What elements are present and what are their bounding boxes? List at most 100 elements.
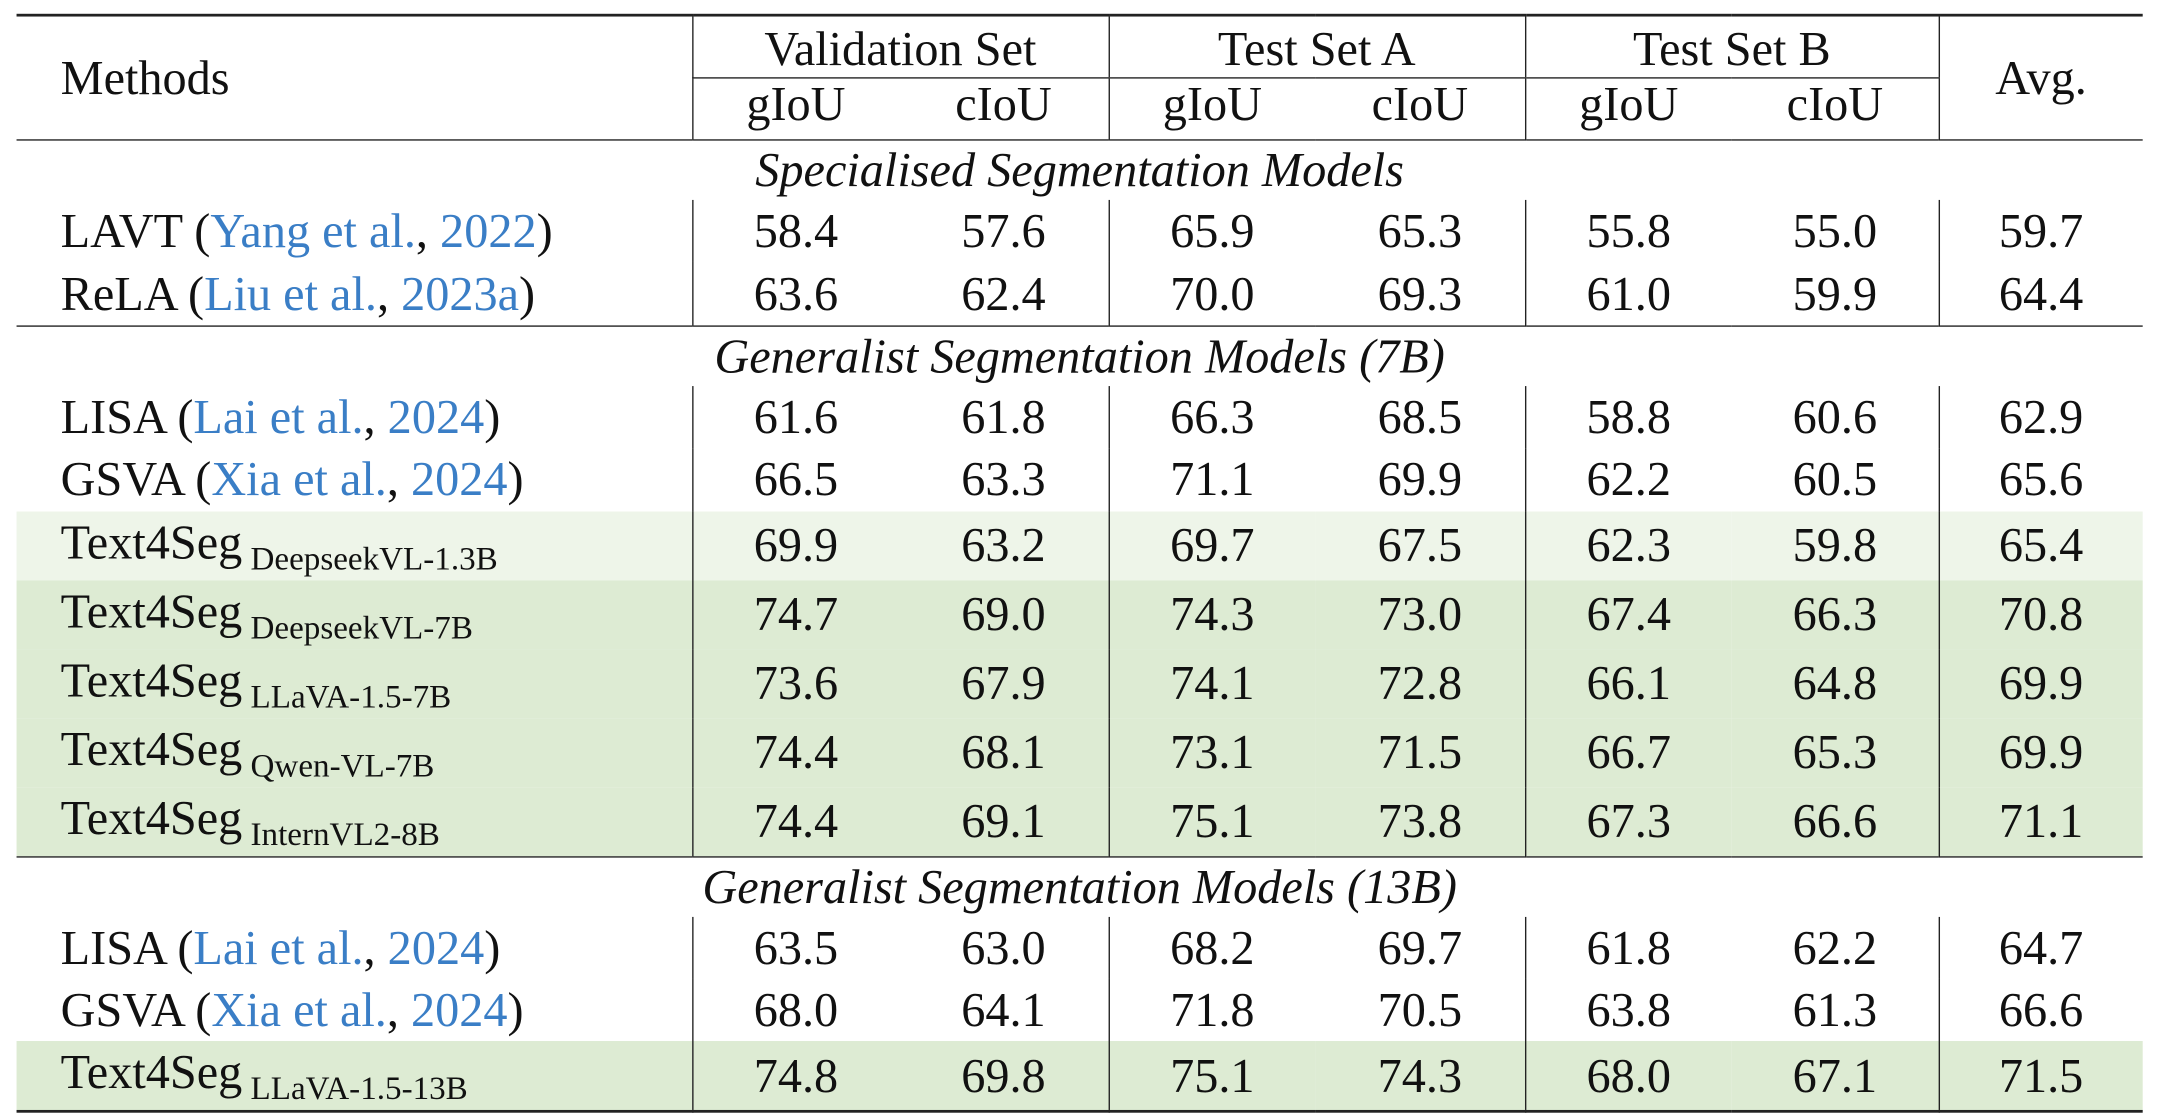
method-name: LAVT bbox=[60, 204, 183, 259]
metric-cell: 70.0 bbox=[1107, 262, 1316, 326]
metric-cell: 67.3 bbox=[1524, 786, 1732, 857]
citation-year-link[interactable]: 2024 bbox=[387, 390, 485, 444]
metric-cell: 59.9 bbox=[1792, 266, 1878, 321]
metric-cell: 70.5 bbox=[1377, 983, 1463, 1038]
method-cell: Text4Seg LLaVA-1.5-13B bbox=[16, 1041, 693, 1112]
avg-cell: 66.6 bbox=[1937, 978, 2143, 1042]
method-cell: Text4Seg InternVL2-8B bbox=[16, 786, 693, 857]
metric-cell: 74.4 bbox=[691, 786, 899, 857]
citation-paren: ) bbox=[484, 390, 501, 444]
metric-cell: 63.0 bbox=[961, 920, 1046, 975]
metric-cell: 71.8 bbox=[1107, 978, 1316, 1042]
metric-cell: 74.3 bbox=[1315, 1041, 1526, 1112]
citation-paren: ) bbox=[484, 920, 501, 975]
metric-cell: 69.7 bbox=[1377, 920, 1463, 975]
metric-cell: 65.9 bbox=[1107, 199, 1316, 263]
metric-cell: 69.7 bbox=[1107, 510, 1316, 580]
model-backbone-subscript: LLaVA-1.5-7B bbox=[250, 679, 452, 716]
citation-year-link[interactable]: 2022 bbox=[440, 204, 537, 259]
method-cell: Text4Seg Qwen-VL-7B bbox=[16, 717, 693, 787]
metric-header: cIoU bbox=[955, 77, 1052, 131]
metric-cell: 68.0 bbox=[691, 978, 899, 1042]
method-name: Text4Seg bbox=[60, 652, 243, 707]
citation-separator: , bbox=[386, 452, 411, 507]
metric-header: gIoU bbox=[691, 78, 899, 140]
metric-cell: 69.8 bbox=[898, 1041, 1109, 1112]
metric-cell: 61.8 bbox=[1524, 916, 1732, 979]
table-row: LISA (Lai et al., 2024) 63.5 63.0 68.2 69.7 6… bbox=[17, 916, 2143, 979]
metric-cell: 74.7 bbox=[691, 579, 899, 649]
method-name: ReLA bbox=[60, 266, 176, 321]
method-name: GSVA bbox=[60, 452, 184, 507]
metric-cell: 68.5 bbox=[1377, 390, 1463, 444]
metric-cell: 71.1 bbox=[1107, 448, 1316, 511]
table-row: Text4Seg DeepseekVL-7B 74.7 69.0 74.3 73.0 67.… bbox=[16, 579, 2143, 649]
table-row: Text4Seg LLaVA-1.5-7B 73.6 67.9 74.1 72.8 66.1… bbox=[16, 648, 2143, 718]
metric-cell: 67.9 bbox=[898, 648, 1109, 718]
table-row: GSVA (Xia et al., 2024) 68.0 64.1 71.8 70.5 6… bbox=[17, 978, 2143, 1042]
metric-cell: 65.3 bbox=[1731, 717, 1939, 787]
method-name: GSVA bbox=[60, 983, 184, 1038]
metric-cell: 67.1 bbox=[1731, 1041, 1939, 1112]
metric-cell: 66.7 bbox=[1524, 717, 1732, 787]
metric-cell: 63.5 bbox=[691, 916, 899, 979]
method-cell: Text4Seg DeepseekVL-7B bbox=[16, 579, 693, 649]
table-row: Text4Seg InternVL2-8B 74.4 69.1 75.1 73.8 67.3… bbox=[16, 786, 2143, 857]
citation-separator: , bbox=[415, 204, 441, 259]
test-set-a-header: Test Set A bbox=[1107, 13, 1526, 79]
section-header-row: Specialised Segmentation Models bbox=[16, 139, 2143, 200]
citation-author-link[interactable]: Liu et al. bbox=[204, 266, 377, 321]
citation-separator: , bbox=[376, 266, 402, 321]
metric-cell: 62.3 bbox=[1524, 510, 1732, 580]
table-row: Text4Seg DeepseekVL-1.3B 69.9 63.2 69.7 67.5 6… bbox=[16, 510, 2143, 580]
table-row: LAVT (Yang et al., 2022) 58.4 57.6 65.9 65.3… bbox=[17, 199, 2143, 263]
citation-paren: ( bbox=[183, 983, 212, 1038]
citation-year-link[interactable]: 2024 bbox=[410, 983, 508, 1038]
citation-paren: ( bbox=[165, 390, 194, 444]
metric-cell: 68.2 bbox=[1107, 916, 1316, 979]
metric-cell: 63.2 bbox=[898, 510, 1109, 580]
citation-year-link[interactable]: 2024 bbox=[410, 452, 508, 507]
citation-author-link[interactable]: Xia et al. bbox=[211, 452, 387, 507]
section-title: Generalist Segmentation Models (7B) bbox=[16, 325, 2143, 386]
metric-cell: 74.4 bbox=[691, 717, 899, 787]
section-header-row: Generalist Segmentation Models (7B) bbox=[16, 325, 2143, 386]
citation-paren: ) bbox=[507, 983, 524, 1038]
table-body: Specialised Segmentation Models LAVT ( Yan… bbox=[16, 139, 2143, 1112]
metric-cell: 63.8 bbox=[1524, 978, 1732, 1042]
method-name: Text4Seg bbox=[60, 790, 243, 845]
citation-author-link[interactable]: Xia et al. bbox=[211, 983, 387, 1038]
metric-cell: 55.8 bbox=[1524, 199, 1732, 263]
citation-author-link[interactable]: Yang et al. bbox=[210, 204, 416, 259]
avg-cell: 65.4 bbox=[1937, 510, 2143, 580]
method-cell: GSVA (Xia et al., 2024) bbox=[17, 979, 693, 1042]
metric-cell: 62.2 bbox=[1792, 920, 1878, 975]
metric-cell: 67.4 bbox=[1524, 579, 1732, 649]
metric-header: cIoU bbox=[1786, 77, 1884, 131]
citation-author-link[interactable]: Lai et al. bbox=[193, 390, 364, 444]
citation-separator: , bbox=[363, 920, 388, 975]
test-set-b-header: Test Set B bbox=[1524, 13, 1939, 79]
metric-cell: 59.8 bbox=[1731, 510, 1939, 580]
metric-cell: 66.6 bbox=[1731, 786, 1939, 857]
metric-header: gIoU bbox=[1524, 78, 1732, 140]
metric-cell: 65.3 bbox=[1377, 204, 1463, 259]
citation-paren: ) bbox=[519, 266, 536, 321]
model-backbone-subscript: LLaVA-1.5-13B bbox=[250, 1071, 468, 1108]
table-row: LISA (Lai et al., 2024) 61.6 61.8 66.3 68.5 5… bbox=[17, 385, 2143, 449]
method-name: Text4Seg bbox=[60, 584, 243, 638]
method-cell: LISA (Lai et al., 2024) bbox=[17, 916, 693, 979]
citation-year-link[interactable]: 2023a bbox=[401, 266, 520, 321]
metric-cell: 64.1 bbox=[961, 983, 1046, 1038]
table-row: Text4Seg Qwen-VL-7B 74.4 68.1 73.1 71.5 66.7 65… bbox=[16, 717, 2143, 787]
metric-cell: 63.6 bbox=[691, 262, 899, 326]
section-title: Specialised Segmentation Models bbox=[16, 139, 2143, 200]
citation-year-link[interactable]: 2024 bbox=[387, 920, 485, 975]
citation-separator: , bbox=[363, 390, 388, 444]
citation-author-link[interactable]: Lai et al. bbox=[193, 920, 364, 975]
model-backbone-subscript: Qwen-VL-7B bbox=[250, 748, 435, 784]
metric-cell: 66.5 bbox=[691, 448, 899, 511]
validation-set-header: Validation Set bbox=[691, 13, 1109, 79]
avg-cell: 70.8 bbox=[1937, 579, 2143, 649]
avg-cell: 62.9 bbox=[1937, 385, 2143, 449]
